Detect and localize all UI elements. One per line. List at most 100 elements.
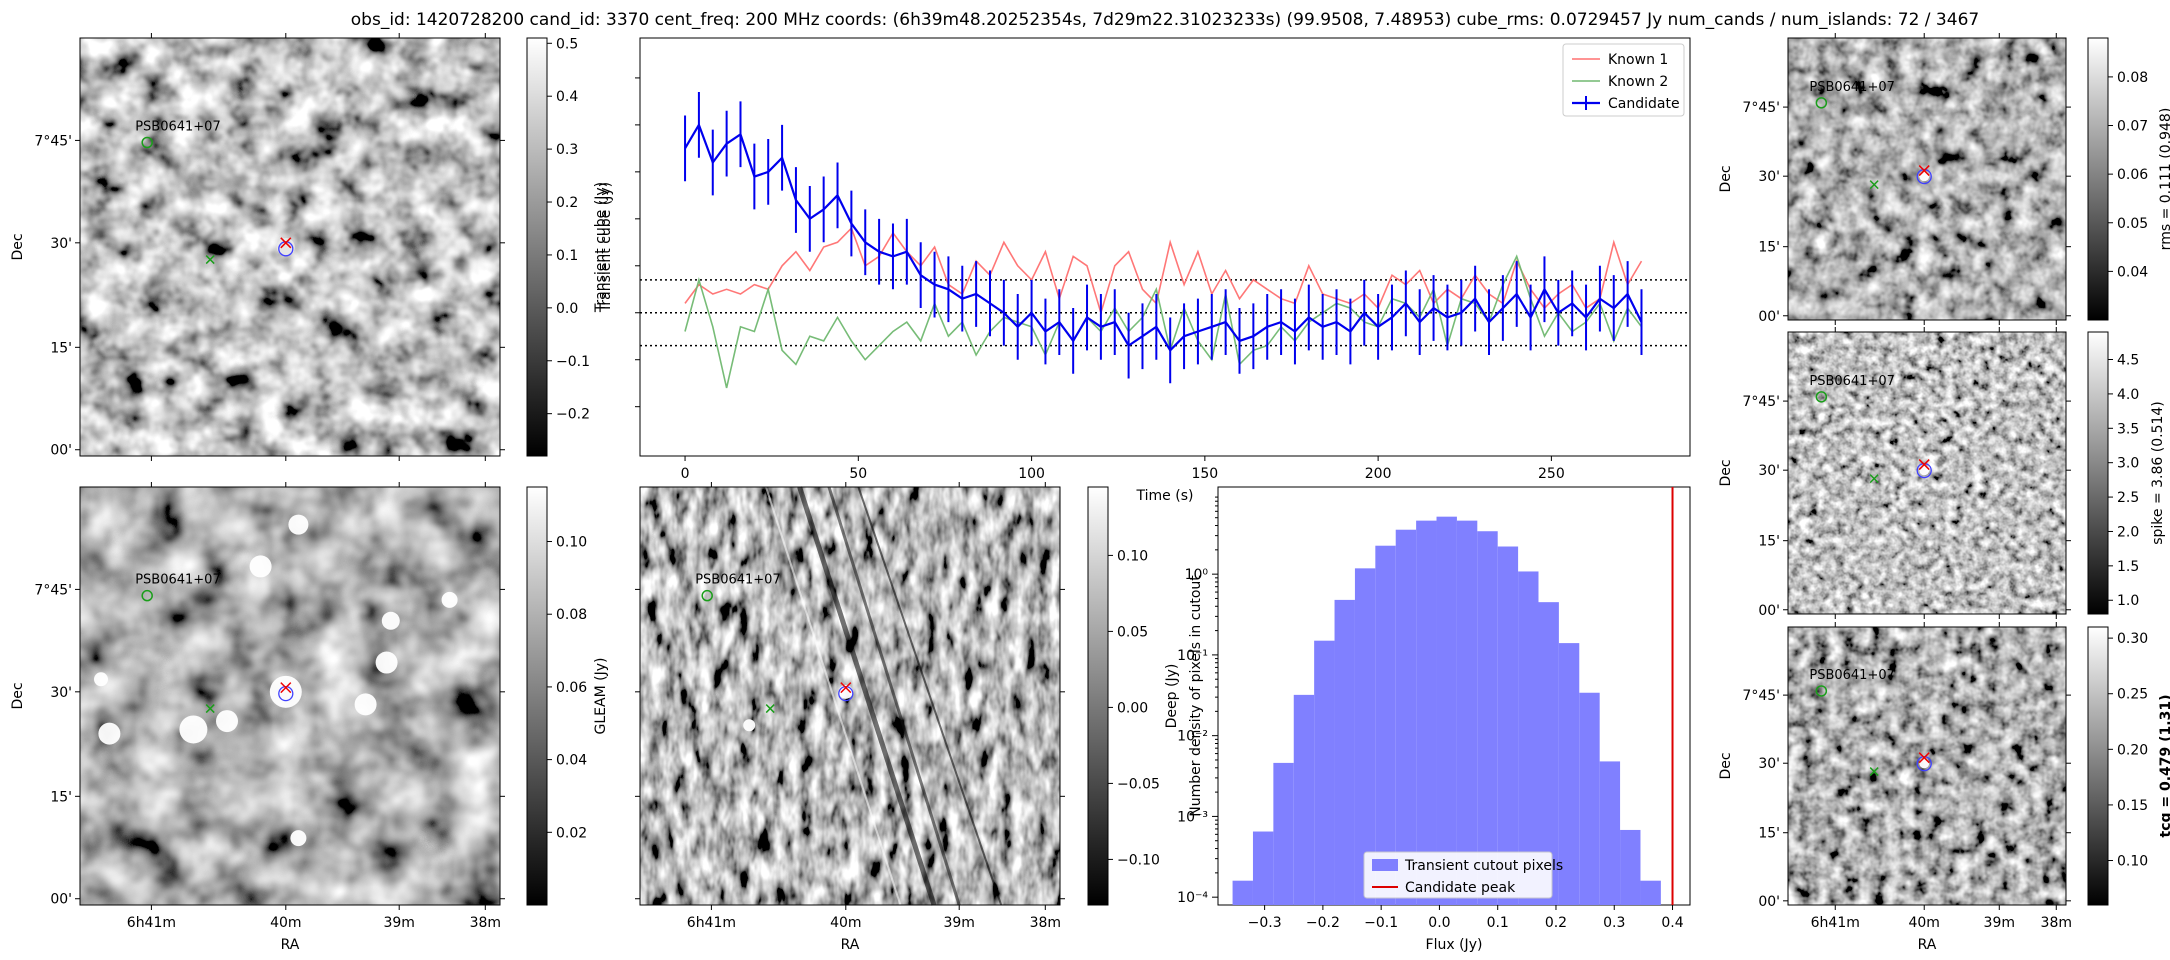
colorbar-label: spike = 3.86 (0.514) bbox=[2150, 401, 2166, 545]
green-x-marker bbox=[1869, 767, 1879, 777]
colorbar-tick-label: 2.5 bbox=[2117, 490, 2139, 506]
green-x-marker bbox=[205, 255, 215, 265]
ra-tick-label: 38m bbox=[470, 915, 501, 931]
dec-tick-label: 00' bbox=[50, 892, 72, 908]
dec-tick-label: 00' bbox=[1758, 603, 1780, 619]
histogram-bar bbox=[1620, 829, 1641, 905]
bright-source bbox=[1919, 171, 1930, 182]
plot-area bbox=[639, 37, 1691, 457]
y-tick-label: 10⁻³ bbox=[1177, 809, 1208, 825]
colorbar bbox=[1087, 486, 1109, 906]
histogram-bar bbox=[1273, 762, 1294, 905]
colorbar-tick-label: −0.1 bbox=[556, 354, 590, 370]
bright-source bbox=[276, 238, 295, 256]
legend-box bbox=[1562, 43, 1685, 117]
known-source-marker bbox=[141, 589, 153, 602]
legend: Known 1 Known 2 Candidate bbox=[1562, 43, 1685, 117]
ra-tick-label: 38m bbox=[2041, 915, 2072, 931]
figure-title: obs_id: 1420728200 cand_id: 3370 cent_fr… bbox=[351, 10, 1979, 30]
colorbar-tick-label: 0.25 bbox=[2117, 687, 2148, 703]
dec-tick-label: 7°45' bbox=[1742, 100, 1780, 116]
bright-source bbox=[94, 672, 108, 687]
deep-image-panel: PSB0641+07 6h41m 40m 39m 38m RA 0.10 0.05 0.00 −0… bbox=[635, 482, 1180, 953]
series-line-known-2 bbox=[684, 254, 1643, 389]
candidate-x-marker bbox=[1918, 165, 1930, 177]
colorbar bbox=[526, 486, 548, 906]
y-tick-label: 10⁻⁴ bbox=[1177, 890, 1208, 906]
artifact-stripe bbox=[827, 486, 961, 906]
colorbar-tick-label: 0.4 bbox=[556, 89, 578, 105]
legend-box bbox=[1363, 851, 1553, 899]
histogram-bar bbox=[1497, 546, 1519, 905]
image-frame bbox=[79, 37, 501, 457]
colorbar-tick-label: 0.10 bbox=[2117, 854, 2148, 870]
known-source-marker bbox=[141, 136, 153, 149]
bright-source bbox=[269, 675, 302, 708]
histogram-bar bbox=[1252, 831, 1274, 905]
dec-tick-label: 7°45' bbox=[34, 582, 72, 598]
histogram-bar bbox=[1538, 602, 1559, 905]
series-line-candidate bbox=[684, 122, 1643, 353]
bright-source bbox=[743, 719, 756, 732]
ra-tick-label: 39m bbox=[1984, 915, 2015, 931]
y-tick-label: 10⁻¹ bbox=[1177, 648, 1208, 664]
histogram-chart: −0.3 −0.2 −0.1 0.0 0.1 0.2 0.3 0.4 10⁰ 10⁻¹ 10⁻² 10… bbox=[1177, 486, 1691, 953]
green-x-marker bbox=[1869, 474, 1879, 484]
gleam-image-panel: PSB0641+07 6h41m 40m 39m 38m RA 7°45' 30' 15' 00'… bbox=[10, 482, 609, 953]
x-tick-label: 0.3 bbox=[1603, 915, 1625, 931]
ra-tick-label: 40m bbox=[830, 915, 861, 931]
x-tick-label: 0.4 bbox=[1661, 915, 1683, 931]
x-tick-label: −0.2 bbox=[1306, 915, 1340, 931]
ra-tick-label: 39m bbox=[383, 915, 414, 931]
colorbar-tick-label: 0.06 bbox=[2117, 167, 2148, 183]
histogram-bar bbox=[1599, 761, 1621, 905]
colorbar-tick-label: 0.05 bbox=[2117, 216, 2148, 232]
series-line-known-1 bbox=[684, 226, 1643, 316]
y-tick-label: 10⁰ bbox=[1185, 567, 1209, 583]
x-tick-label: 0.1 bbox=[1487, 915, 1509, 931]
x-tick-label: 50 bbox=[849, 466, 867, 482]
known-source-label: PSB0641+07 bbox=[695, 573, 781, 588]
colorbar-tick-label: 4.5 bbox=[2117, 353, 2139, 369]
legend-label: Known 2 bbox=[1608, 74, 1668, 90]
x-tick-label: 250 bbox=[1538, 466, 1565, 482]
legend: Transient cutout pixels Candidate peak bbox=[1363, 851, 1563, 899]
colorbar-tick-label: 0.30 bbox=[2117, 631, 2148, 647]
colorbar-tick-label: 1.5 bbox=[2117, 559, 2139, 575]
dec-tick-label: 30' bbox=[50, 685, 72, 701]
histogram-bar bbox=[1314, 640, 1335, 905]
histogram-bar bbox=[1395, 529, 1417, 905]
dec-tick-label: 15' bbox=[1758, 534, 1780, 550]
histogram-bar bbox=[1354, 568, 1376, 905]
candidate-x-marker bbox=[1918, 752, 1930, 764]
bright-source bbox=[375, 651, 398, 674]
histogram-bar bbox=[1436, 516, 1457, 905]
histogram-bar bbox=[1558, 643, 1580, 905]
legend-swatch bbox=[1372, 859, 1398, 871]
bright-source bbox=[354, 693, 377, 716]
ra-tick-label: 38m bbox=[1030, 915, 1061, 931]
colorbar bbox=[2087, 37, 2109, 321]
dec-tick-label: 7°45' bbox=[1742, 394, 1780, 410]
colorbar-label: GLEAM (Jy) bbox=[593, 658, 609, 735]
known-source-marker bbox=[701, 589, 713, 602]
colorbar-tick-label: 4.0 bbox=[2117, 387, 2139, 403]
dec-tick-label: 7°45' bbox=[34, 133, 72, 149]
colorbar-tick-label: 0.04 bbox=[2117, 264, 2148, 280]
histogram-bar bbox=[1416, 520, 1437, 905]
histogram-bar bbox=[1293, 694, 1315, 905]
bright-source bbox=[98, 722, 121, 745]
colorbar-tick-label: 3.0 bbox=[2117, 456, 2139, 472]
colorbar bbox=[526, 37, 548, 457]
green-x-marker bbox=[1869, 180, 1879, 190]
histogram-bar bbox=[1477, 531, 1498, 905]
colorbar-tick-label: 0.20 bbox=[2117, 742, 2148, 758]
x-axis-label: Flux (Jy) bbox=[1426, 937, 1483, 953]
dec-tick-label: 30' bbox=[1758, 169, 1780, 185]
dec-tick-label: 15' bbox=[50, 789, 72, 805]
green-x-marker bbox=[765, 704, 775, 714]
ra-tick-label: 6h41m bbox=[127, 915, 176, 931]
artifact-stripe bbox=[797, 486, 937, 906]
ra-axis-label: RA bbox=[281, 937, 300, 953]
